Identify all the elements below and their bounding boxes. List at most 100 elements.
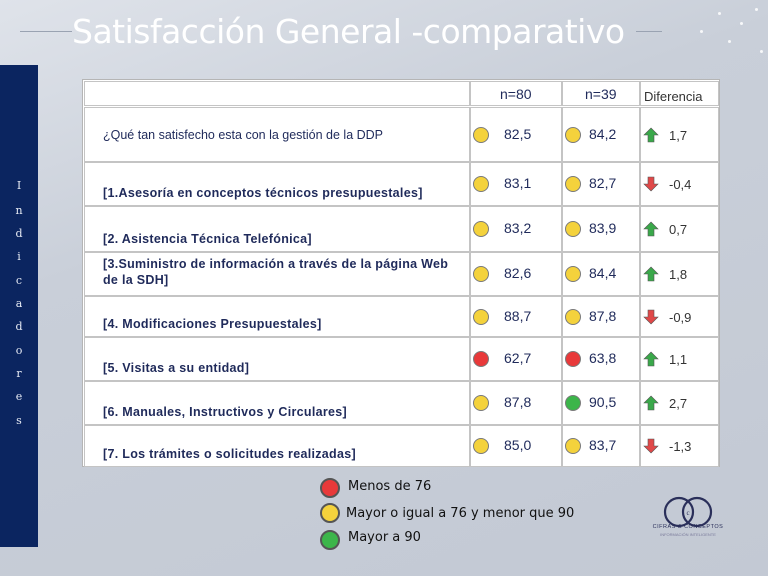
sidebar-letter: n: [15, 204, 23, 217]
difference-value: 1,8: [669, 267, 688, 282]
score-n80: 83,1: [504, 175, 532, 191]
table-cell: [84, 381, 470, 425]
row-question: [4. Modificaciones Presupuestales]: [103, 317, 322, 331]
legend-label-green: Mayor a 90: [348, 530, 421, 545]
score-n39: 82,7: [589, 175, 617, 191]
status-indicator-yellow: [473, 221, 489, 237]
arrow-down-icon: [643, 176, 659, 192]
difference-value: 2,7: [669, 396, 688, 411]
status-indicator-yellow: [473, 438, 489, 454]
header-cell-n80: [470, 81, 562, 106]
sidebar-letter: e: [15, 390, 23, 403]
sidebar-letter: d: [15, 227, 23, 240]
score-n80: 85,0: [504, 437, 532, 453]
legend-green-dot: [320, 530, 340, 550]
row-question: [7. Los trámites o solicitudes realizada…: [103, 447, 356, 461]
score-n80: 87,8: [504, 394, 532, 410]
logo-tagline: INFORMACIÓN INTELIGENTE: [660, 532, 716, 537]
status-indicator-green: [565, 395, 581, 411]
table-cell: [84, 107, 470, 162]
row-question: ¿Qué tan satisfecho esta con la gestión …: [103, 128, 384, 142]
status-indicator-yellow: [473, 126, 489, 143]
sidebar-letter: i: [17, 250, 21, 263]
status-indicator-yellow: [473, 308, 489, 325]
header-blank-cell: [84, 81, 470, 106]
difference-value: 0,7: [669, 222, 688, 237]
score-n39: 63,8: [589, 350, 617, 366]
legend-yellow-dot: [320, 503, 340, 523]
sparkle-decoration: [700, 30, 703, 33]
table-cell: [84, 296, 470, 337]
status-indicator-red: [473, 351, 489, 367]
score-n39: 83,9: [589, 220, 617, 236]
arrow-up-icon: [643, 127, 659, 142]
legend-label-red: Menos de 76: [348, 479, 432, 494]
arrow-down-icon: [643, 438, 659, 454]
row-question: [3.Suministro de información a través de…: [103, 257, 449, 271]
table-cell: [562, 381, 640, 425]
row-question: [6. Manuales, Instructivos y Circulares]: [103, 405, 348, 419]
arrow-up-icon: [643, 266, 659, 282]
title-line-left: [20, 31, 72, 32]
sidebar-letter: d: [15, 320, 23, 333]
table-cell: [84, 252, 470, 296]
page-title: Satisfacción General -comparativo: [72, 12, 625, 51]
sidebar-letter: r: [16, 367, 22, 380]
col-header-n80: n=80: [500, 86, 532, 102]
difference-value: 1,7: [669, 127, 688, 143]
score-n39: 84,2: [589, 125, 617, 142]
score-n80: 62,7: [504, 350, 532, 366]
title-line-right: [636, 31, 662, 32]
status-indicator-yellow: [565, 438, 581, 454]
legend-label-yellow: Mayor o igual a 76 y menor que 90: [346, 506, 575, 521]
legend-red-dot: [320, 478, 340, 498]
arrow-up-icon: [643, 395, 659, 411]
score-n39: 87,8: [589, 307, 617, 324]
status-indicator-yellow: [565, 308, 581, 325]
table-cell: [84, 337, 470, 381]
score-n80: 88,7: [504, 307, 532, 324]
table-cell: [84, 162, 470, 206]
sidebar-letter: I: [16, 179, 22, 192]
score-n80: 82,5: [504, 125, 532, 142]
difference-value: -0,4: [669, 177, 692, 192]
sidebar-letter: s: [16, 414, 22, 427]
sparkle-decoration: [760, 50, 763, 53]
sparkle-decoration: [755, 8, 758, 11]
table-cell: [84, 206, 470, 252]
indicators-sidebar: I n d i c a d o r e s: [0, 65, 38, 547]
row-question: [1.Asesoría en conceptos técnicos presup…: [103, 186, 423, 200]
status-indicator-yellow: [473, 176, 489, 192]
svg-text:c: c: [686, 509, 689, 517]
cifras-conceptos-logo: c: [663, 496, 713, 528]
header-cell-diff: [640, 81, 719, 106]
status-indicator-red: [565, 351, 581, 367]
difference-value: -1,3: [669, 439, 692, 454]
status-indicator-yellow: [565, 221, 581, 237]
sidebar-letter: c: [15, 274, 23, 287]
sparkle-decoration: [728, 40, 731, 43]
difference-value: -0,9: [669, 309, 692, 325]
arrow-up-icon: [643, 221, 659, 237]
table-cell: [470, 162, 562, 206]
logo-name: CIFRAS & CONCEPTOS: [652, 524, 724, 530]
status-indicator-yellow: [565, 176, 581, 192]
score-n80: 83,2: [504, 220, 532, 236]
header-cell-n39: [562, 81, 640, 106]
sidebar-letter: a: [15, 297, 23, 310]
table-cell: [84, 425, 470, 467]
score-n39: 90,5: [589, 394, 617, 410]
score-n80: 82,6: [504, 265, 532, 281]
sparkle-decoration: [718, 12, 721, 15]
difference-value: 1,1: [669, 352, 688, 367]
score-n39: 84,4: [589, 265, 617, 281]
sidebar-letter: o: [15, 344, 23, 357]
arrow-down-icon: [643, 309, 659, 324]
col-header-n39: n=39: [585, 86, 617, 102]
comparison-table: n=80 n=39 Diferencia ¿Qué tan satisfecho…: [82, 79, 720, 467]
score-n39: 83,7: [589, 437, 617, 453]
row-question: [2. Asistencia Técnica Telefónica]: [103, 232, 312, 246]
table-cell: [562, 107, 640, 162]
status-indicator-yellow: [473, 266, 489, 282]
status-indicator-yellow: [565, 266, 581, 282]
